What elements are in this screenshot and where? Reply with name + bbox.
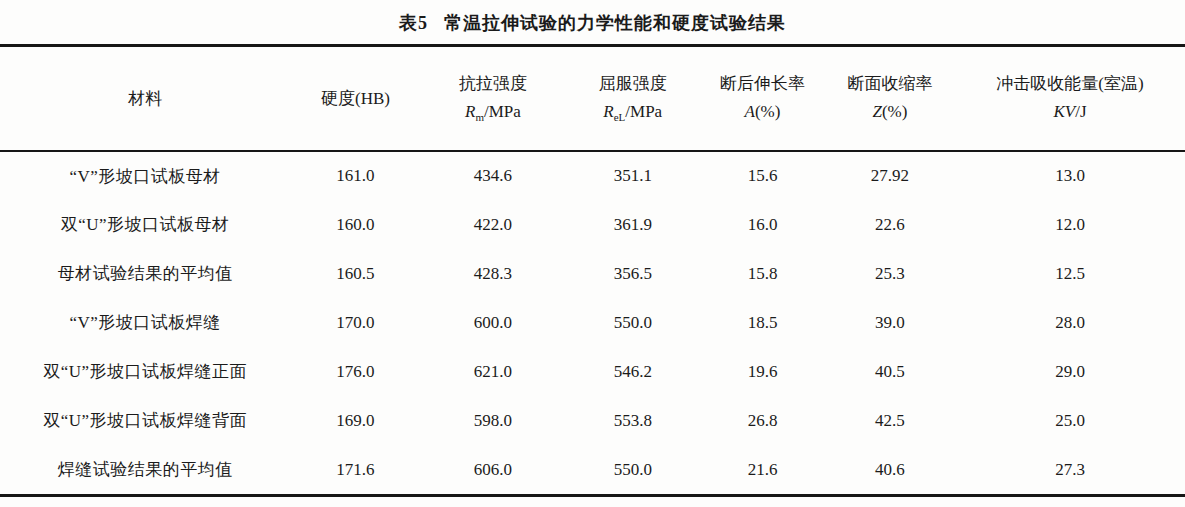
cell-value: 550.0 bbox=[565, 298, 700, 347]
cell-value: 16.0 bbox=[700, 200, 824, 249]
cell-material: 双“U”形坡口试板焊缝背面 bbox=[0, 396, 290, 445]
table-caption: 常温拉伸试验的力学性能和硬度试验结果 bbox=[444, 13, 786, 33]
col-header-material: 材料 bbox=[0, 47, 290, 151]
cell-value: 169.0 bbox=[290, 396, 420, 445]
cell-value: 42.5 bbox=[825, 396, 955, 445]
yield-symbol: ReL/MPa bbox=[565, 103, 700, 123]
table-row: 焊缝试验结果的平均值171.6606.0550.021.640.627.3 bbox=[0, 445, 1185, 494]
cell-value: 40.6 bbox=[825, 445, 955, 494]
cell-value: 170.0 bbox=[290, 298, 420, 347]
cell-value: 161.0 bbox=[290, 151, 420, 200]
cell-value: 29.0 bbox=[955, 347, 1185, 396]
table-row: 双“U”形坡口试板焊缝正面176.0621.0546.219.640.529.0 bbox=[0, 347, 1185, 396]
cell-value: 19.6 bbox=[700, 347, 824, 396]
cell-value: 351.1 bbox=[565, 151, 700, 200]
cell-value: 25.0 bbox=[955, 396, 1185, 445]
col-header-tensile-strength: 抗拉强度 Rm/MPa bbox=[421, 47, 566, 151]
table-number: 表5 bbox=[399, 13, 428, 33]
tensile-symbol: Rm/MPa bbox=[421, 103, 566, 123]
table-row: “V”形坡口试板焊缝170.0600.0550.018.539.028.0 bbox=[0, 298, 1185, 347]
results-table: 材料 硬度(HB) 抗拉强度 Rm/MPa 屈服强度 ReL/MPa 断后伸长率… bbox=[0, 47, 1185, 494]
cell-value: 13.0 bbox=[955, 151, 1185, 200]
bottom-rule bbox=[0, 494, 1185, 497]
elongation-symbol: A(%) bbox=[700, 103, 824, 123]
table-row: “V”形坡口试板母材161.0434.6351.115.627.9213.0 bbox=[0, 151, 1185, 200]
cell-value: 356.5 bbox=[565, 249, 700, 298]
col-header-reduction-of-area: 断面收缩率 Z(%) bbox=[825, 47, 955, 151]
cell-value: 600.0 bbox=[421, 298, 566, 347]
col-header-yield-strength: 屈服强度 ReL/MPa bbox=[565, 47, 700, 151]
cell-value: 27.92 bbox=[825, 151, 955, 200]
cell-value: 598.0 bbox=[421, 396, 566, 445]
cell-value: 22.6 bbox=[825, 200, 955, 249]
cell-value: 550.0 bbox=[565, 445, 700, 494]
cell-value: 422.0 bbox=[421, 200, 566, 249]
header-row: 材料 硬度(HB) 抗拉强度 Rm/MPa 屈服强度 ReL/MPa 断后伸长率… bbox=[0, 47, 1185, 151]
cell-value: 171.6 bbox=[290, 445, 420, 494]
cell-value: 553.8 bbox=[565, 396, 700, 445]
table-row: 双“U”形坡口试板焊缝背面169.0598.0553.826.842.525.0 bbox=[0, 396, 1185, 445]
col-header-hardness: 硬度(HB) bbox=[290, 47, 420, 151]
cell-value: 26.8 bbox=[700, 396, 824, 445]
impact-symbol: KV/J bbox=[955, 103, 1185, 123]
cell-value: 18.5 bbox=[700, 298, 824, 347]
cell-value: 15.8 bbox=[700, 249, 824, 298]
cell-value: 28.0 bbox=[955, 298, 1185, 347]
cell-value: 176.0 bbox=[290, 347, 420, 396]
cell-value: 160.5 bbox=[290, 249, 420, 298]
cell-material: “V”形坡口试板母材 bbox=[0, 151, 290, 200]
cell-value: 606.0 bbox=[421, 445, 566, 494]
col-header-elongation: 断后伸长率 A(%) bbox=[700, 47, 824, 151]
cell-material: 母材试验结果的平均值 bbox=[0, 249, 290, 298]
cell-value: 12.5 bbox=[955, 249, 1185, 298]
col-header-impact-energy: 冲击吸收能量(室温) KV/J bbox=[955, 47, 1185, 151]
cell-material: 焊缝试验结果的平均值 bbox=[0, 445, 290, 494]
cell-value: 25.3 bbox=[825, 249, 955, 298]
table-row: 母材试验结果的平均值160.5428.3356.515.825.312.5 bbox=[0, 249, 1185, 298]
cell-value: 15.6 bbox=[700, 151, 824, 200]
cell-value: 434.6 bbox=[421, 151, 566, 200]
cell-value: 546.2 bbox=[565, 347, 700, 396]
table-body: “V”形坡口试板母材161.0434.6351.115.627.9213.0双“… bbox=[0, 151, 1185, 494]
cell-material: “V”形坡口试板焊缝 bbox=[0, 298, 290, 347]
cell-value: 160.0 bbox=[290, 200, 420, 249]
document-page: 表5常温拉伸试验的力学性能和硬度试验结果 材料 硬度(HB) 抗拉强度 bbox=[0, 0, 1185, 507]
cell-value: 27.3 bbox=[955, 445, 1185, 494]
cell-value: 40.5 bbox=[825, 347, 955, 396]
cell-value: 428.3 bbox=[421, 249, 566, 298]
cell-value: 361.9 bbox=[565, 200, 700, 249]
cell-value: 621.0 bbox=[421, 347, 566, 396]
cell-material: 双“U”形坡口试板焊缝正面 bbox=[0, 347, 290, 396]
table-row: 双“U”形坡口试板母材160.0422.0361.916.022.612.0 bbox=[0, 200, 1185, 249]
cell-material: 双“U”形坡口试板母材 bbox=[0, 200, 290, 249]
table-header: 材料 硬度(HB) 抗拉强度 Rm/MPa 屈服强度 ReL/MPa 断后伸长率… bbox=[0, 47, 1185, 151]
reduction-symbol: Z(%) bbox=[825, 103, 955, 123]
cell-value: 21.6 bbox=[700, 445, 824, 494]
cell-value: 12.0 bbox=[955, 200, 1185, 249]
cell-value: 39.0 bbox=[825, 298, 955, 347]
table-title: 表5 常温拉伸试验的力学性能和硬度试验结果 bbox=[0, 0, 1185, 35]
